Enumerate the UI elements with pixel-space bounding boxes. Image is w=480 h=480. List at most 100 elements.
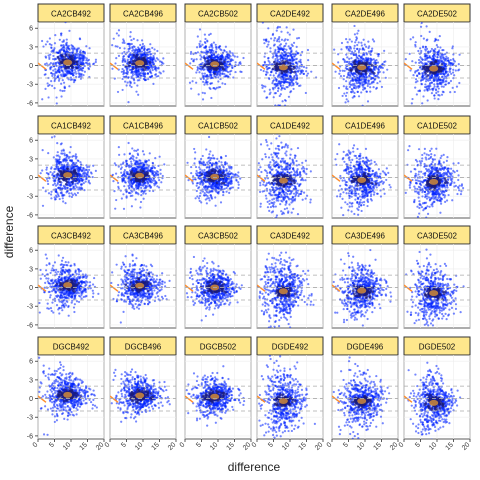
data-point <box>417 49 420 53</box>
data-point <box>447 59 450 62</box>
data-point <box>424 57 427 60</box>
data-point <box>208 46 211 49</box>
data-point <box>153 58 156 61</box>
data-point <box>443 77 446 80</box>
data-point <box>223 72 226 76</box>
data-point <box>445 67 448 70</box>
data-point <box>77 53 80 56</box>
data-point <box>66 162 69 165</box>
data-point <box>133 79 136 82</box>
data-point <box>224 82 227 86</box>
data-point <box>143 45 146 48</box>
data-point <box>443 59 446 62</box>
data-point <box>42 186 45 189</box>
data-point <box>344 94 348 97</box>
data-point <box>364 78 367 81</box>
data-point <box>366 84 369 88</box>
data-point <box>115 198 118 202</box>
dense-point <box>203 57 207 60</box>
data-point <box>267 27 270 30</box>
data-point <box>437 82 440 85</box>
data-point <box>287 95 290 98</box>
data-point <box>276 84 279 87</box>
data-point <box>345 80 348 83</box>
data-point <box>452 57 455 61</box>
data-point <box>128 175 131 178</box>
data-point <box>263 55 266 58</box>
data-point <box>59 89 62 92</box>
data-point <box>215 86 218 89</box>
data-point <box>421 72 424 75</box>
data-point <box>437 77 440 81</box>
data-point <box>432 79 435 82</box>
data-point <box>290 84 293 87</box>
data-point <box>152 62 156 65</box>
data-point <box>132 37 135 41</box>
data-point <box>292 87 295 91</box>
data-point <box>136 50 140 54</box>
data-point <box>365 45 368 48</box>
dense-point <box>213 72 217 76</box>
data-point <box>79 49 82 52</box>
data-point <box>210 96 213 100</box>
data-point <box>74 157 78 160</box>
data-point <box>79 66 82 69</box>
data-point <box>451 47 454 50</box>
data-point <box>265 73 268 76</box>
dense-point <box>128 61 131 64</box>
data-point <box>345 87 348 90</box>
data-point <box>354 41 357 44</box>
data-point <box>57 154 60 157</box>
data-point <box>366 82 370 85</box>
dense-point <box>75 179 78 183</box>
data-point <box>150 74 154 77</box>
data-point <box>122 63 125 67</box>
dense-point <box>206 65 209 68</box>
data-point <box>278 35 281 39</box>
data-point <box>49 167 53 170</box>
data-point <box>199 62 203 66</box>
data-point <box>132 48 135 51</box>
data-point <box>199 40 202 43</box>
dense-point <box>141 180 145 184</box>
dense-point <box>220 62 224 66</box>
data-point <box>191 80 194 83</box>
data-point <box>355 47 359 51</box>
data-point <box>287 45 290 48</box>
data-point <box>122 207 126 210</box>
data-point <box>437 87 440 90</box>
data-point <box>204 81 207 84</box>
data-point <box>81 168 84 172</box>
data-point <box>421 46 425 49</box>
data-point <box>377 76 380 79</box>
data-point <box>145 179 149 183</box>
data-point <box>117 181 120 184</box>
data-point <box>70 72 73 75</box>
dense-point <box>135 65 138 69</box>
data-point <box>215 47 218 51</box>
data-point <box>117 34 120 37</box>
data-point <box>137 162 141 165</box>
data-point <box>279 93 282 96</box>
data-point <box>414 86 417 89</box>
data-point <box>225 50 228 54</box>
data-point <box>137 182 140 186</box>
data-point <box>353 47 356 50</box>
data-point <box>358 54 361 57</box>
data-point <box>115 32 118 35</box>
data-point <box>139 200 143 204</box>
data-point <box>263 60 266 64</box>
dense-point <box>69 55 72 58</box>
data-point <box>130 42 133 46</box>
data-point <box>351 88 354 91</box>
data-point <box>116 45 119 48</box>
data-point <box>60 32 63 35</box>
data-point <box>421 102 424 105</box>
data-point <box>74 165 77 168</box>
data-point <box>363 87 367 90</box>
data-point <box>78 180 81 184</box>
data-point <box>74 57 78 60</box>
dense-point <box>76 174 79 177</box>
dense-point <box>370 70 374 74</box>
